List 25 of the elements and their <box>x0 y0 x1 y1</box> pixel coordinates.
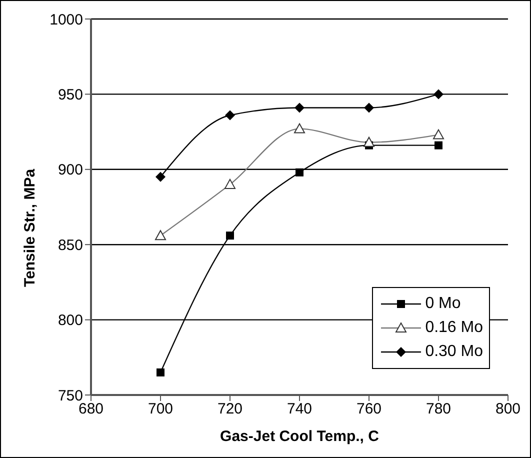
y-tick-label: 850 <box>58 236 83 254</box>
x-tick-label: 800 <box>495 400 521 418</box>
y-tick-label: 950 <box>58 86 83 104</box>
y-tick-label: 1000 <box>50 11 83 28</box>
y-axis-title: Tensile Str., MPa <box>21 168 38 287</box>
x-tick-label: 720 <box>217 400 243 418</box>
x-tick-label: 780 <box>426 400 452 418</box>
y-tick-label: 800 <box>58 312 83 330</box>
point <box>364 102 374 113</box>
point <box>294 102 304 113</box>
point <box>296 168 304 176</box>
point <box>226 232 234 240</box>
point <box>156 368 164 376</box>
legend-label: 0.16 Mo <box>425 319 483 337</box>
x-tick-label: 740 <box>286 400 312 418</box>
legend-label: 0.30 Mo <box>425 343 483 361</box>
x-axis-title: Gas-Jet Cool Temp., C <box>220 428 380 445</box>
y-tick-label: 900 <box>58 162 83 179</box>
point <box>156 172 166 182</box>
point <box>225 110 235 120</box>
legend-label: 0 Mo <box>425 295 461 313</box>
x-tick-label: 760 <box>356 400 382 418</box>
point <box>434 141 442 150</box>
point <box>434 89 444 100</box>
x-tick-label: 700 <box>148 400 174 418</box>
